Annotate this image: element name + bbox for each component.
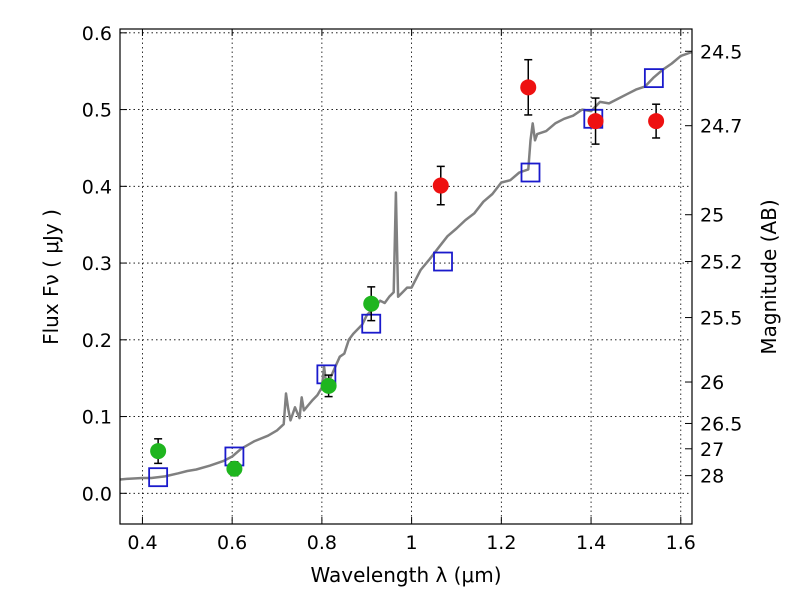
model-square-marker: [520, 162, 541, 183]
y-tick-label: 0.0: [82, 483, 112, 505]
y2-tick-label: 27: [700, 439, 724, 461]
x-tick-label: 1.4: [576, 532, 606, 554]
y2-tick-label: 26: [700, 372, 724, 394]
y-tick-label: 0.6: [82, 23, 112, 45]
data-point: [587, 113, 604, 130]
x-tick-label: 0.4: [127, 532, 157, 554]
model-square-marker: [643, 68, 664, 89]
y2-tick-label: 24.5: [700, 41, 742, 63]
data-point: [363, 295, 380, 312]
y-tick-label: 0.1: [82, 407, 112, 429]
data-point: [520, 79, 537, 96]
plot-frame: [119, 28, 693, 525]
y2-tick-label: 24.7: [700, 116, 742, 138]
y2-tick-label: 25.2: [700, 252, 742, 274]
x-tick-label: 1: [406, 532, 418, 554]
y2-axis-label: Magnitude (AB): [757, 199, 781, 354]
grid-lines: [120, 29, 692, 524]
spectrum-line: [119, 50, 693, 481]
x-axis-label: Wavelength λ (μm): [310, 563, 501, 587]
y2-tick-label: 25: [700, 205, 724, 227]
model-square-marker: [148, 467, 169, 488]
x-tick-label: 1.6: [666, 532, 696, 554]
y-tick-label: 0.2: [82, 330, 112, 352]
data-point: [432, 177, 449, 194]
data-point: [226, 460, 243, 477]
y2-tick-label: 25.5: [700, 308, 742, 330]
data-point: [150, 443, 167, 460]
x-tick-label: 0.8: [307, 532, 337, 554]
y-tick-label: 0.4: [82, 176, 112, 198]
y2-tick-label: 26.5: [700, 413, 742, 435]
y-axis-label: Flux Fν ( μJy ): [39, 209, 63, 345]
series-layer: [119, 50, 693, 488]
axis-ticks: 0.4 0.6 0.8 1 1.2 1.4 1.6 0.0 0.1 0.2 0.3 0.4 0.5 0.6…: [82, 23, 743, 554]
y-tick-label: 0.3: [82, 253, 112, 275]
data-point: [320, 377, 337, 394]
x-tick-label: 0.6: [217, 532, 247, 554]
y-tick-label: 0.5: [82, 100, 112, 122]
data-point: [648, 113, 665, 130]
x-tick-label: 1.2: [486, 532, 516, 554]
model-square-marker: [433, 251, 453, 272]
y2-tick-label: 28: [700, 466, 724, 488]
